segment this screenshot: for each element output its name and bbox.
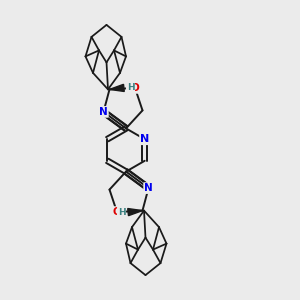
Text: N: N [140,134,149,144]
Polygon shape [128,208,142,216]
Text: H: H [118,208,125,217]
Polygon shape [110,84,124,92]
Text: H: H [127,83,134,92]
Text: N: N [144,183,153,193]
Text: O: O [112,207,122,217]
Text: N: N [99,107,108,117]
Text: O: O [130,83,140,93]
